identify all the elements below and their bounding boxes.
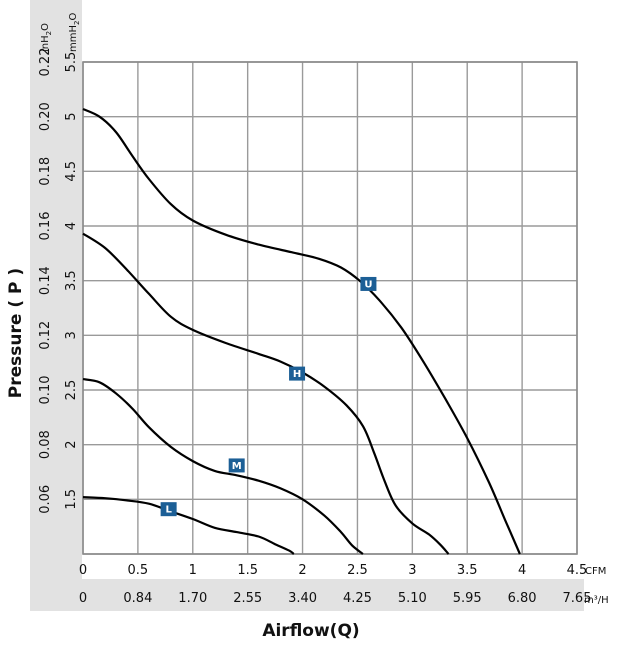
x-tick-m3h: 4.25 <box>343 591 372 606</box>
y-tick-mmh2o: 2 <box>64 441 79 449</box>
badge-label: H <box>293 369 301 380</box>
x-tick-m3h: 5.95 <box>453 591 482 606</box>
y-tick-mmh2o: 5 <box>64 113 79 121</box>
y-tick-mmh2o: 3 <box>64 331 79 339</box>
y-tick-inh2o: 0.20 <box>38 102 53 131</box>
badge-box <box>360 276 377 291</box>
badge-box <box>228 458 245 473</box>
x-unit-cfm: CFM <box>585 566 606 577</box>
x-tick-cfm: 1.5 <box>237 563 258 578</box>
x-tick-cfm: 0 <box>79 563 87 578</box>
x-tick-m3h: 0 <box>79 591 87 606</box>
x-tick-cfm: 3 <box>408 563 416 578</box>
x-tick-cfm: 4.5 <box>567 563 588 578</box>
y-tick-inh2o: 0.16 <box>38 212 53 241</box>
y-unit-mmh2o-end: O <box>68 13 79 21</box>
tick-labels: 0 0.5 1 1.5 2 2.5 3 3.5 4 4.50 0.84 1.70 2.55 3.40 4.2… <box>38 48 591 606</box>
badges-layer: U H M L <box>160 276 377 517</box>
y-unit-inh2o-sub: 2 <box>45 31 53 35</box>
y-tick-mmh2o: 3.5 <box>64 270 79 291</box>
y-tick-inh2o: 0.10 <box>38 376 53 405</box>
y-unit-mmh2o-base: mmH <box>68 25 79 52</box>
y-axis-title: Pressure ( P ) <box>6 268 26 398</box>
curve-h <box>82 232 450 555</box>
plot-area <box>83 62 577 554</box>
curve-m <box>82 378 364 555</box>
badge-label: M <box>232 461 242 472</box>
badge-label: L <box>165 505 172 516</box>
x-axis-title: Airflow(Q) <box>262 621 359 641</box>
x-tick-m3h: 1.70 <box>178 591 207 606</box>
x-tick-cfm: 1 <box>189 563 197 578</box>
badge-label: U <box>364 279 372 290</box>
curves-layer <box>82 107 521 555</box>
badge-m: M <box>228 458 245 473</box>
x-tick-cfm: 4 <box>518 563 526 578</box>
y-unit-inh2o-end: O <box>40 23 51 31</box>
y-tick-inh2o: 0.22 <box>38 48 53 77</box>
x-tick-m3h: 3.40 <box>288 591 317 606</box>
grid-lines <box>82 61 578 555</box>
badge-box <box>160 502 177 517</box>
y-unit-mmh2o: mmH2O <box>68 13 81 52</box>
y-tick-inh2o: 0.18 <box>38 157 53 186</box>
x-tick-m3h: 5.10 <box>398 591 427 606</box>
plot-border <box>82 61 578 555</box>
y-tick-inh2o: 0.12 <box>38 321 53 350</box>
y-unit-inh2o: inH2O <box>40 23 53 52</box>
y-tick-inh2o: 0.06 <box>38 485 53 514</box>
x-tick-m3h: 2.55 <box>233 591 262 606</box>
y-tick-mmh2o: 4 <box>64 222 79 230</box>
badge-h: H <box>289 366 306 381</box>
x-tick-m3h: 7.65 <box>563 591 592 606</box>
badge-u: U <box>360 276 377 291</box>
y-tick-mmh2o: 2.5 <box>64 380 79 401</box>
y-unit-mmh2o-sub: 2 <box>73 21 81 25</box>
x-tick-cfm: 2.5 <box>347 563 368 578</box>
y-tick-mmh2o: 1.5 <box>64 489 79 510</box>
x-tick-m3h: 6.80 <box>508 591 537 606</box>
y-tick-mmh2o: 4.5 <box>64 161 79 182</box>
x-tick-cfm: 0.5 <box>128 563 149 578</box>
y-tick-mmh2o: 5.5 <box>64 52 79 73</box>
x-tick-cfm: 3.5 <box>457 563 478 578</box>
x-tick-m3h: 0.84 <box>123 591 152 606</box>
y-unit-inh2o-base: inH <box>40 35 51 52</box>
badge-box <box>289 366 306 381</box>
y-tick-inh2o: 0.14 <box>38 266 53 295</box>
y-tick-inh2o: 0.08 <box>38 430 53 459</box>
x-tick-cfm: 2 <box>298 563 306 578</box>
curve-l <box>82 496 295 555</box>
x-unit-m3h: m³/H <box>584 595 609 606</box>
x-axis-band <box>30 579 584 611</box>
y-axis-band <box>30 0 82 579</box>
badge-l: L <box>160 502 177 517</box>
curve-u <box>82 107 521 555</box>
